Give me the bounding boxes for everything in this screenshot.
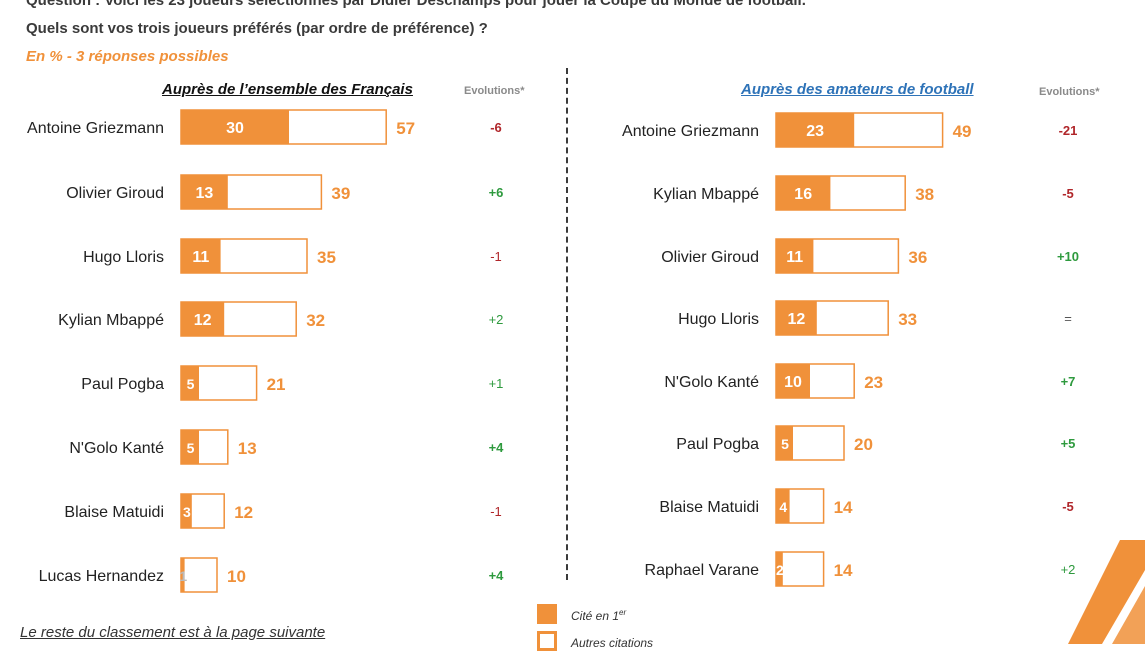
left-evolution: -6 — [490, 120, 502, 135]
right-value-first: 23 — [806, 123, 824, 140]
left-bar-first — [181, 366, 199, 400]
right-value-first: 11 — [786, 249, 803, 266]
right-evolution: +7 — [1061, 374, 1076, 389]
right-value-first: 16 — [794, 186, 812, 203]
left-bar-first — [181, 494, 192, 528]
left-value-first: 1 — [179, 568, 187, 584]
left-evolution: +1 — [489, 376, 504, 391]
left-category-label: Lucas Hernandez — [39, 568, 164, 585]
right-value-first: 12 — [788, 311, 806, 328]
question-line-1: Question : Voici les 23 joueurs sélectio… — [26, 0, 806, 9]
left-value-first: 13 — [196, 185, 214, 202]
right-category-label: N'Golo Kanté — [664, 374, 759, 391]
left-bar-first — [181, 558, 185, 592]
left-evolution: +4 — [489, 568, 505, 583]
right-value-first: 2 — [776, 562, 784, 578]
right-value-total: 38 — [915, 185, 934, 204]
left-evolution: +2 — [489, 312, 504, 327]
right-value-total: 23 — [864, 373, 883, 392]
left-bar-first — [181, 175, 228, 209]
left-evolution: +4 — [489, 440, 505, 455]
left-evolution: -1 — [490, 249, 502, 264]
right-category-label: Paul Pogba — [676, 436, 759, 453]
right-panel-title: Auprès des amateurs de football — [741, 81, 974, 98]
right-value-total: 33 — [898, 310, 917, 329]
legend-swatch-first — [537, 604, 557, 624]
right-bar-first — [776, 552, 783, 586]
left-value-first: 30 — [226, 120, 244, 137]
right-evolution: +5 — [1061, 436, 1076, 451]
legend-label-other: Autres citations — [571, 636, 654, 650]
left-value-first: 3 — [183, 504, 191, 520]
left-value-total: 32 — [306, 311, 325, 330]
left-evolution: +6 — [489, 185, 504, 200]
left-category-label: Antoine Griezmann — [27, 120, 164, 137]
left-value-total: 12 — [234, 503, 253, 522]
legend-label-first: Cité en 1er — [571, 608, 627, 623]
right-bar-first — [776, 301, 817, 335]
left-bar-total — [180, 557, 218, 593]
right-value-first: 5 — [781, 436, 789, 452]
right-bar-first — [776, 364, 810, 398]
left-value-total: 39 — [331, 184, 350, 203]
left-evolutions-header: Evolutions* — [464, 85, 525, 97]
left-category-label: Olivier Giroud — [66, 185, 164, 202]
left-value-first: 11 — [192, 249, 209, 266]
right-bar-first — [776, 113, 855, 147]
left-category-label: N'Golo Kanté — [69, 440, 164, 457]
left-bar-first — [181, 302, 225, 336]
right-category-label: Olivier Giroud — [661, 249, 759, 266]
right-bar-first — [776, 489, 790, 523]
right-evolution: +10 — [1057, 249, 1079, 264]
right-value-total: 14 — [834, 498, 853, 517]
right-value-total: 49 — [953, 122, 972, 141]
right-bar-first — [776, 239, 814, 273]
right-bar-total — [775, 551, 825, 587]
right-category-label: Antoine Griezmann — [622, 123, 759, 140]
left-category-label: Blaise Matuidi — [64, 504, 164, 521]
right-category-label: Hugo Lloris — [678, 311, 759, 328]
legend-swatch-other — [537, 631, 557, 651]
right-evolution: -5 — [1062, 186, 1074, 201]
right-bar-first — [776, 176, 831, 210]
left-value-total: 10 — [227, 567, 246, 586]
left-bar-first — [181, 430, 199, 464]
right-bar-first — [776, 426, 793, 460]
panel-divider — [566, 68, 568, 580]
left-value-total: 21 — [267, 375, 286, 394]
right-value-total: 20 — [854, 435, 873, 454]
right-evolutions-header: Evolutions* — [1039, 86, 1100, 98]
right-category-label: Raphael Varane — [645, 562, 760, 579]
right-evolution: -5 — [1062, 499, 1074, 514]
right-value-first: 4 — [779, 499, 787, 515]
left-evolution: -1 — [490, 504, 502, 519]
right-value-total: 36 — [908, 248, 927, 267]
right-value-first: 10 — [784, 374, 802, 391]
left-value-first: 5 — [187, 376, 195, 392]
right-evolution: = — [1064, 311, 1072, 326]
question-line-2: Quels sont vos trois joueurs préférés (p… — [26, 20, 488, 37]
right-evolution: -21 — [1059, 123, 1078, 138]
left-panel-title: Auprès de l’ensemble des Français — [162, 81, 413, 98]
left-value-total: 35 — [317, 248, 336, 267]
left-category-label: Paul Pogba — [81, 376, 164, 393]
subtitle: En % - 3 réponses possibles — [26, 48, 229, 65]
left-category-label: Hugo Lloris — [83, 249, 164, 266]
left-category-label: Kylian Mbappé — [58, 312, 164, 329]
right-category-label: Blaise Matuidi — [659, 499, 759, 516]
footer-note: Le reste du classement est à la page sui… — [20, 624, 326, 641]
right-evolution: +2 — [1061, 562, 1076, 577]
right-category-label: Kylian Mbappé — [653, 186, 759, 203]
left-bar-first — [181, 110, 289, 144]
left-value-total: 13 — [238, 439, 257, 458]
left-value-first: 5 — [187, 440, 195, 456]
left-value-first: 12 — [194, 312, 212, 329]
right-value-total: 14 — [834, 561, 853, 580]
brand-logo — [1068, 540, 1145, 644]
left-bar-first — [181, 239, 221, 273]
left-value-total: 57 — [396, 119, 415, 138]
